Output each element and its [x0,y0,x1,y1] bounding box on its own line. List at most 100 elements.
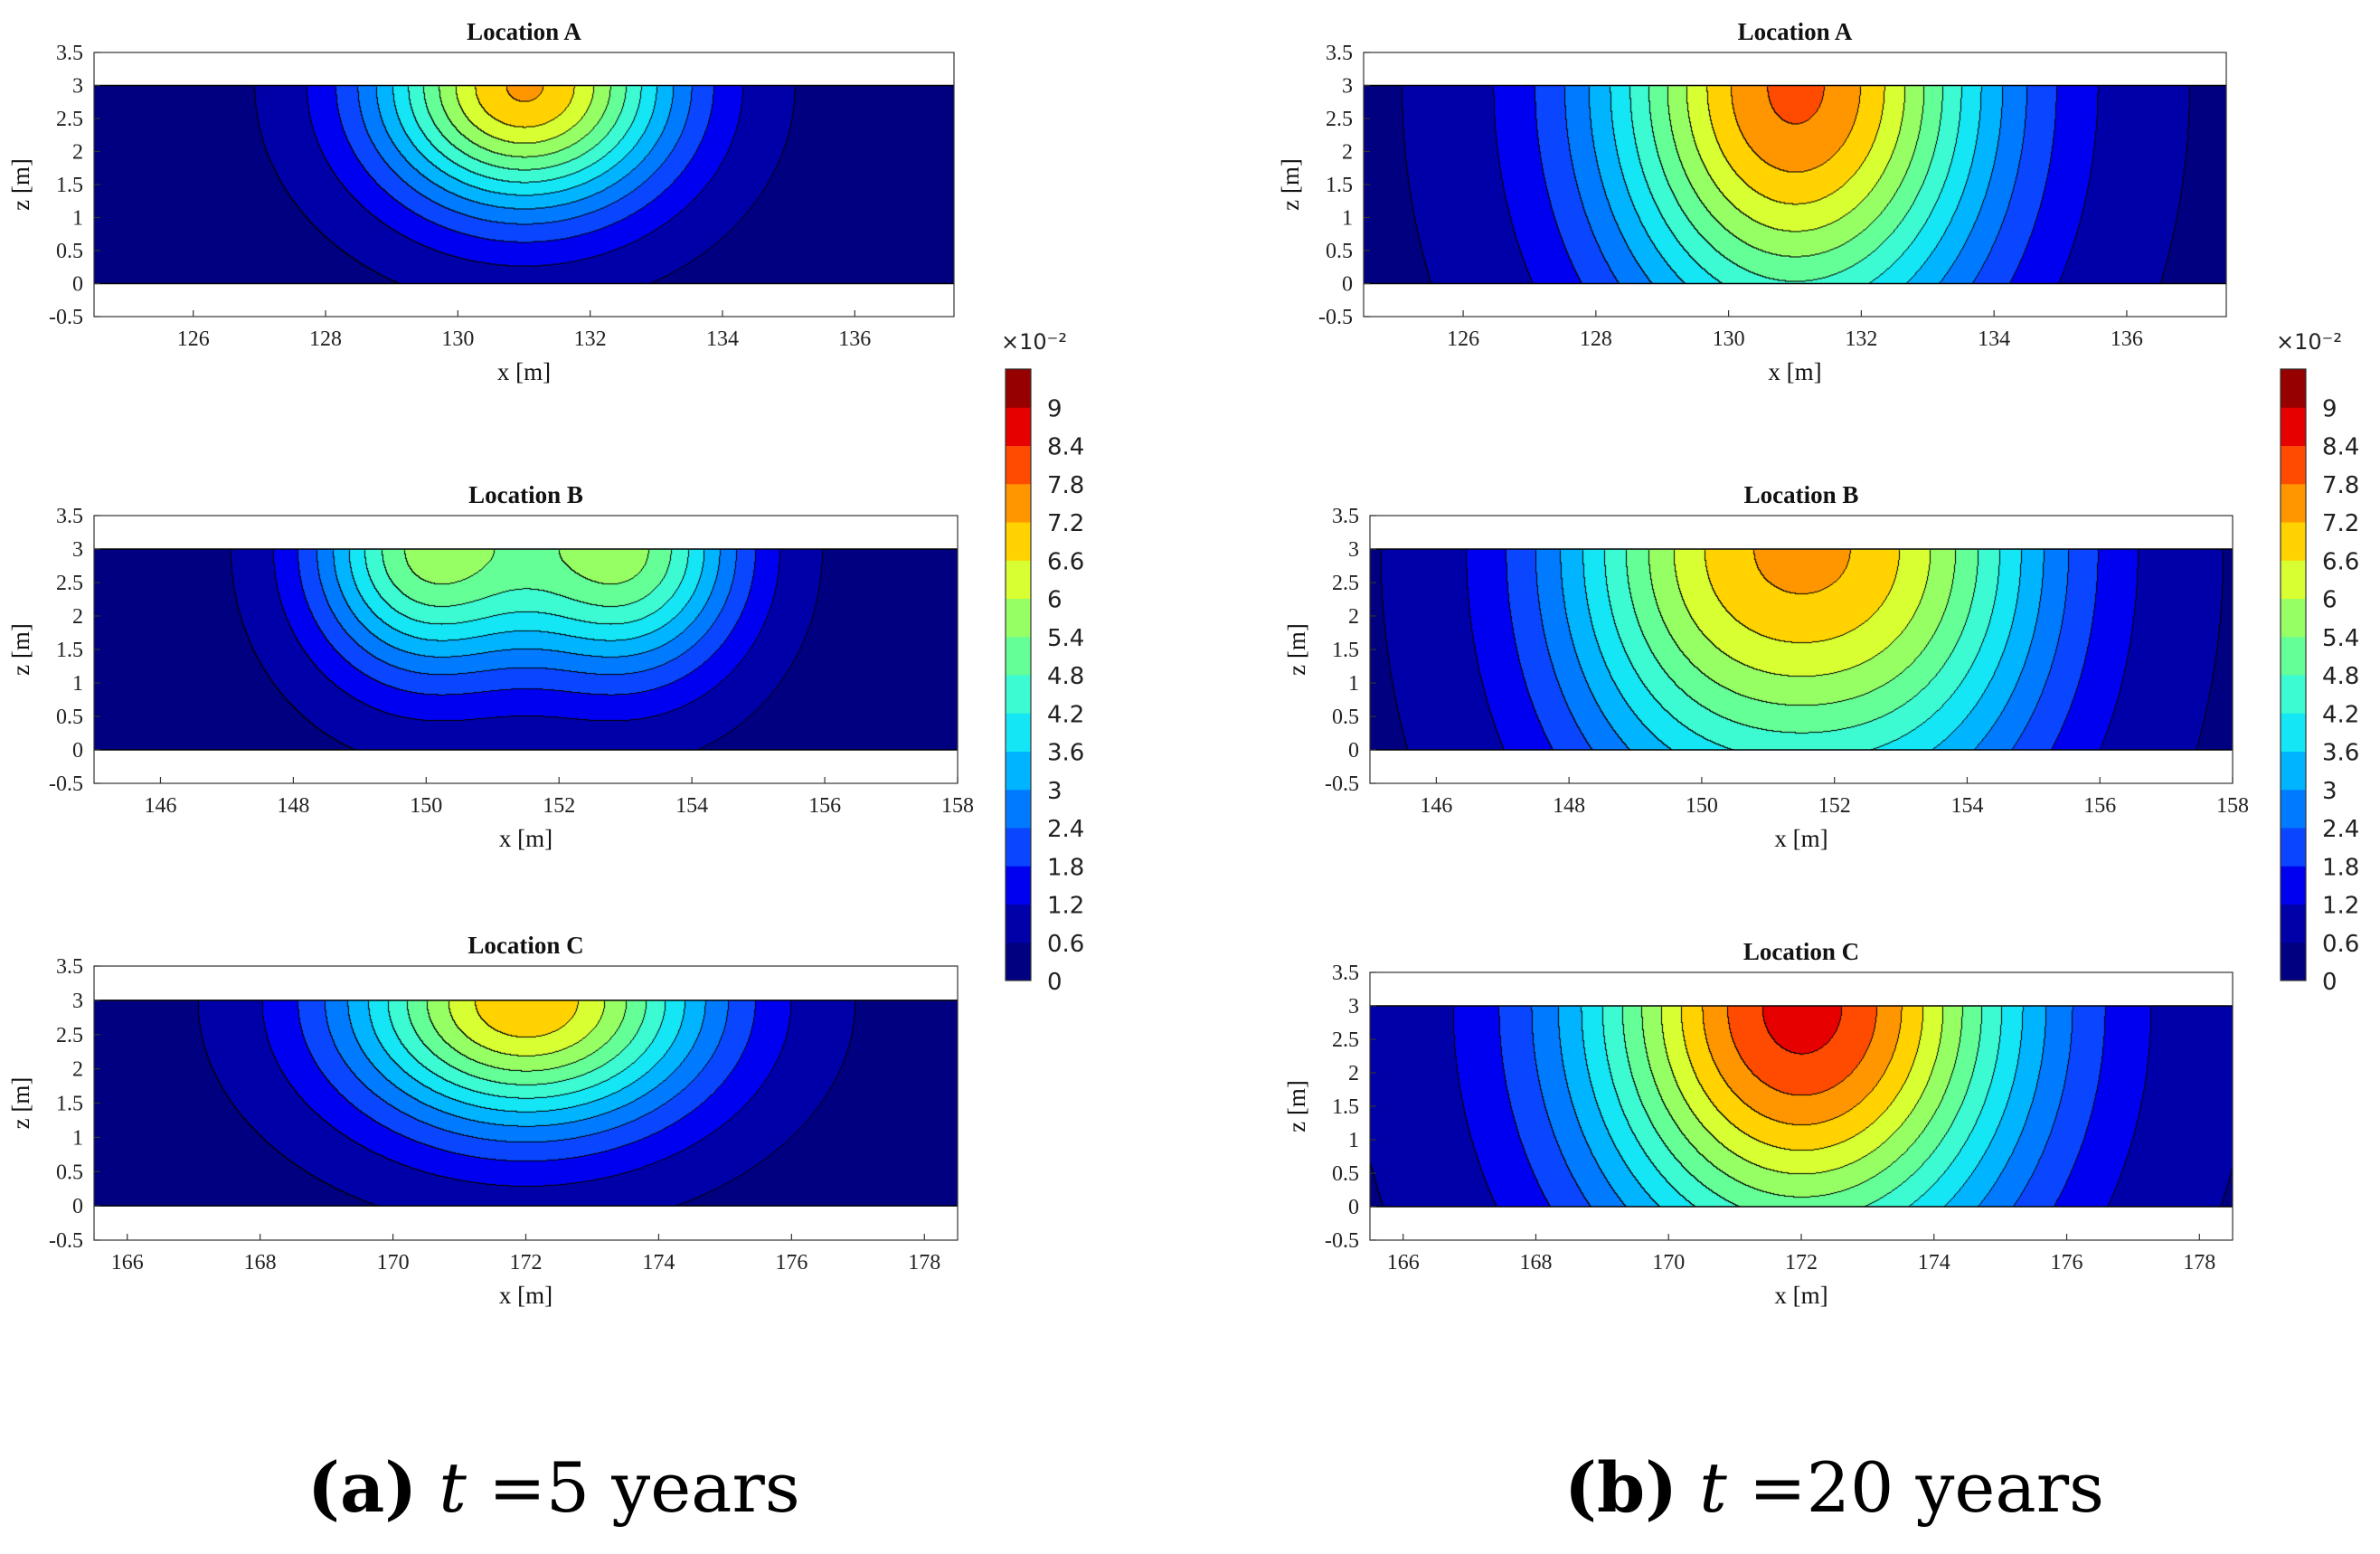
y-tick-label: 3.5 [56,955,83,979]
y-tick-label: 0.5 [1332,706,1359,729]
chart-title: Location A [1738,18,1853,45]
y-tick-label: 2.5 [1326,108,1353,131]
colorbar-b: 0 0.6 1.2 1.8 2.4 3 3.6 4.2 4.8 5.4 6 6.6 7.2 7.8 8.4 9… [2276,329,2359,996]
y-tick-label: 1 [1342,207,1353,231]
x-tick-label: 130 [441,327,474,351]
colorbar-label: 8.4 [1047,434,1084,461]
colorbar-swatch [1006,713,1031,752]
colorbar-label: 7.2 [1047,510,1084,537]
caption-a-tvar: t [439,1447,467,1528]
caption-b-label: (b) [1564,1447,1678,1528]
chart-b-location-c: 3.5 3 2.5 2 1.5 1 0.5 0 -0.5 166 168 170 172 174 176 17… [1283,938,2234,1309]
y-tick-label: 0 [1348,739,1359,763]
y-axis-label: z [m] [1283,1080,1310,1132]
colorbar-label: 9 [1047,395,1062,422]
colorbar-frame [2280,368,2307,981]
x-tick-label: 156 [2083,794,2116,818]
x-tick-label: 128 [309,327,342,351]
colorbar-swatch [1006,942,1031,981]
contour-field [94,85,954,284]
x-tick-label: 152 [1818,794,1851,818]
y-tick-label: 0 [72,739,83,763]
chart-title: Location B [468,481,583,508]
colorbar-label: 5.4 [1047,625,1084,652]
colorbar-swatch [1006,789,1031,829]
x-axis-label: x [m] [497,358,551,385]
contour-field [1370,549,2233,750]
caption-b: (b) t =20 years [1564,1447,2104,1528]
colorbar-swatch [2281,522,2306,561]
y-tick-label: 0 [72,273,83,297]
colorbar-swatch [2281,445,2306,485]
colorbar-label: 2.4 [1047,816,1084,843]
colorbar-swatch [1006,866,1031,905]
y-tick-label: 1 [72,207,83,231]
y-tick-label: 1 [72,1126,83,1150]
y-axis-label: z [m] [7,1077,34,1130]
x-tick-label: 130 [1713,327,1745,351]
y-tick-label: 2 [72,1058,83,1082]
colorbar-swatch [1006,369,1031,408]
y-tick-label: 1.5 [1332,1095,1359,1119]
x-tick-label: 158 [2216,794,2249,818]
colorbar-swatch [1006,675,1031,714]
y-tick-label: -0.5 [49,306,83,329]
x-tick-label: 178 [2183,1251,2215,1274]
x-tick-label: 156 [808,794,841,818]
y-tick-label: 3.5 [56,42,83,65]
colorbar-swatch [2281,407,2306,446]
colorbar-label: 2.4 [2322,816,2359,843]
x-axis-label: x [m] [499,1282,552,1309]
colorbar-swatch [2281,904,2306,943]
colorbar-swatch [2281,598,2306,638]
y-axis-label: z [m] [7,623,34,676]
y-tick-label: -0.5 [49,772,83,796]
x-tick-label: 172 [510,1251,543,1274]
y-tick-label: 3.5 [1332,962,1359,985]
y-tick-label: -0.5 [1318,306,1353,329]
colorbar-swatch [1006,828,1031,867]
y-tick-label: 1.5 [1326,174,1353,197]
chart-a-location-b: 3.5 3 2.5 2 1.5 1 0.5 0 -0.5 146 148 150 152 154 156 15… [7,481,974,852]
chart-title: Location C [468,932,583,959]
y-tick-label: 2 [1348,605,1359,629]
x-tick-label: 148 [1553,794,1585,818]
colorbar-swatch [2281,828,2306,867]
chart-b-location-b: 3.5 3 2.5 2 1.5 1 0.5 0 -0.5 146 148 150 152 154 156 15… [1283,481,2249,852]
y-tick-label: 2 [72,605,83,629]
colorbar-label: 3 [2322,778,2338,805]
x-tick-label: 176 [775,1251,808,1274]
contour-field [1364,85,2226,284]
chart-b-location-a: 3.5 3 2.5 2 1.5 1 0.5 0 -0.5 126 128 130 132 134 136 Lo… [1277,18,2227,385]
colorbar-label: 4.2 [2322,701,2359,728]
y-tick-label: -0.5 [1325,772,1359,796]
colorbar-label: 4.8 [2322,663,2359,690]
colorbar-label: 7.8 [2322,472,2359,499]
x-tick-label: 168 [1519,1251,1552,1274]
colorbar-swatch [1006,445,1031,485]
x-tick-label: 150 [1686,794,1718,818]
x-axis-label: x [m] [1774,1282,1828,1309]
x-tick-label: 132 [1845,327,1877,351]
y-tick-label: 2.5 [1332,572,1359,595]
caption-b-text: =20 years [1748,1447,2105,1528]
y-tick-label: 3 [1342,75,1353,99]
colorbar-swatch [2281,789,2306,829]
contour-field [94,1000,958,1206]
x-tick-label: 136 [2111,327,2143,351]
colorbar-label: 5.4 [2322,625,2359,652]
colorbar-swatch [1006,483,1031,523]
colorbar-label: 9 [2322,395,2338,422]
y-tick-label: 0 [1348,1196,1359,1219]
x-tick-label: 126 [177,327,210,351]
caption-a: (a) t =5 years [307,1447,800,1528]
colorbar-label: 1.8 [1047,854,1084,881]
y-tick-label: 0 [1342,273,1353,297]
colorbar-label: 3.6 [1047,740,1084,767]
colorbar-swatch [2281,369,2306,408]
y-tick-label: 0.5 [56,1161,83,1184]
x-tick-label: 166 [1387,1251,1420,1274]
colorbar-label: 0 [2322,969,2338,996]
x-tick-label: 172 [1785,1251,1818,1274]
y-tick-label: 2.5 [56,108,83,131]
